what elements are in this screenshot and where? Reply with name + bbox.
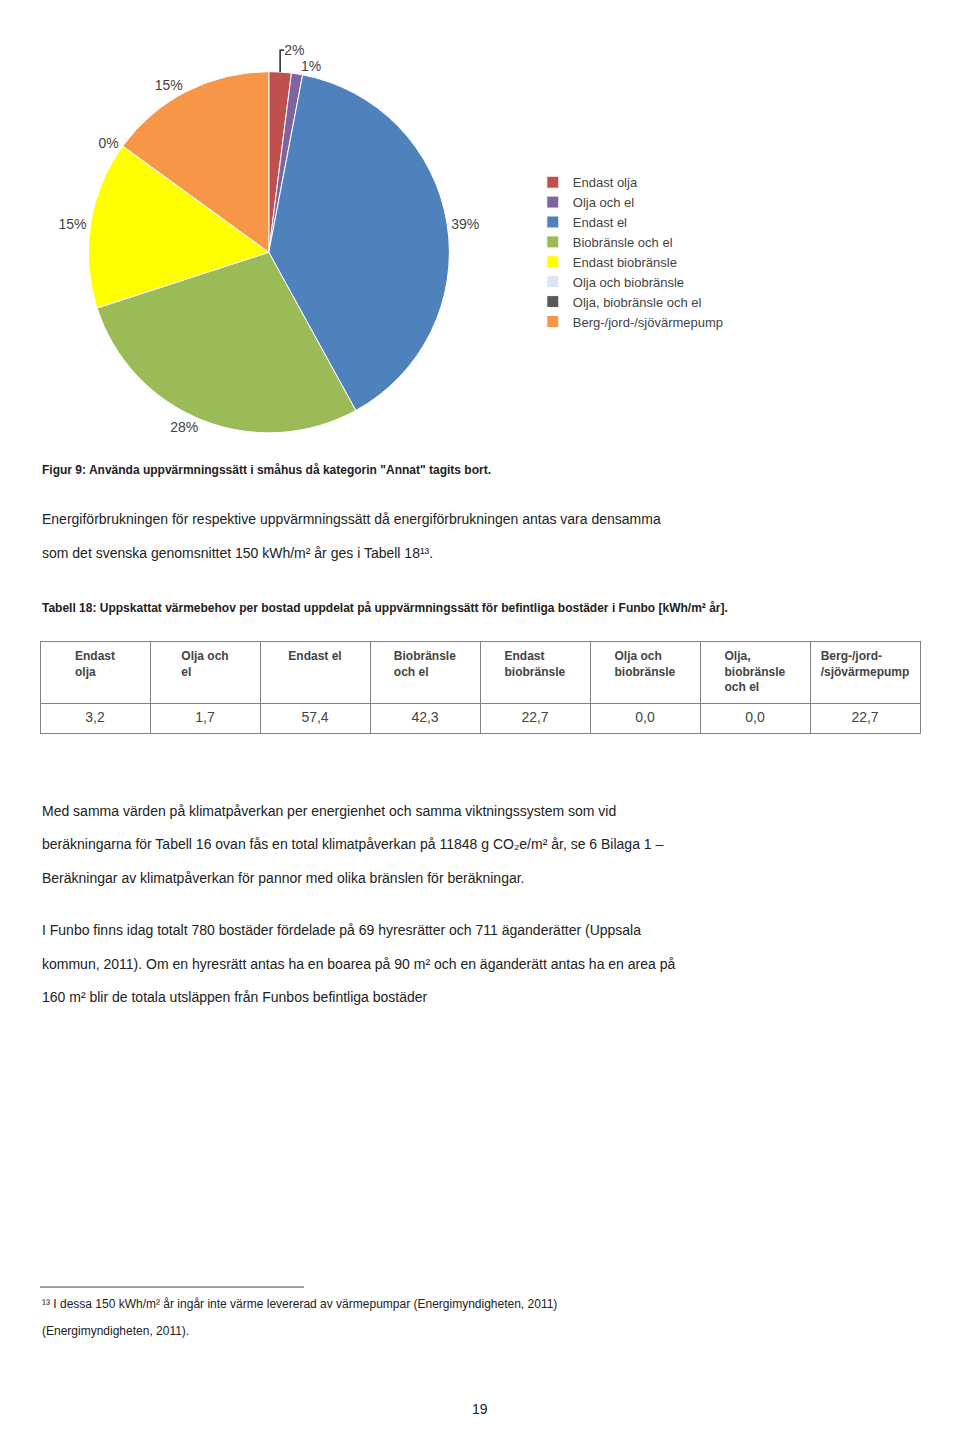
svg-text:som det svenska genomsnittet 1: som det svenska genomsnittet 150 kWh/m² … xyxy=(42,545,433,561)
svg-text:Energiförbrukningen för respek: Energiförbrukningen för respektive uppvä… xyxy=(42,511,661,527)
svg-text:Biobränsleoch el: Biobränsleoch el xyxy=(394,649,456,679)
svg-text:3,2: 3,2 xyxy=(85,709,105,725)
svg-text:Figur 9: Använda uppvärmningss: Figur 9: Använda uppvärmningssätt i småh… xyxy=(42,463,491,477)
svg-text:Beräkningar av klimatpåverkan: Beräkningar av klimatpåverkan för pannor… xyxy=(42,870,525,886)
svg-text:Endast el: Endast el xyxy=(573,215,627,230)
svg-text:1,7: 1,7 xyxy=(195,709,215,725)
svg-text:39%: 39% xyxy=(451,216,479,232)
svg-text:Endast olja: Endast olja xyxy=(573,175,638,190)
svg-text:15%: 15% xyxy=(58,216,86,232)
svg-text:(Energimyndigheten, 2011).: (Energimyndigheten, 2011). xyxy=(42,1324,189,1338)
svg-text:57,4: 57,4 xyxy=(301,709,328,725)
svg-text:Olja,biobränsleoch el: Olja,biobränsleoch el xyxy=(724,649,785,694)
svg-text:Endast el: Endast el xyxy=(288,649,341,663)
svg-text:Olja ochel: Olja ochel xyxy=(181,649,228,679)
svg-text:Endastolja: Endastolja xyxy=(75,649,115,679)
svg-text:Tabell 18: Uppskattat värmebeh: Tabell 18: Uppskattat värmebehov per bos… xyxy=(42,601,728,615)
svg-text:Olja, biobränsle och el: Olja, biobränsle och el xyxy=(573,295,702,310)
svg-text:Endast biobränsle: Endast biobränsle xyxy=(573,255,677,270)
svg-text:Med samma värden på klimatpåve: Med samma värden på klimatpåverkan per e… xyxy=(42,803,616,819)
svg-text:22,7: 22,7 xyxy=(851,709,878,725)
svg-text:Olja och biobränsle: Olja och biobränsle xyxy=(573,275,684,290)
svg-text:0,0: 0,0 xyxy=(635,709,655,725)
svg-text:Berg-/jord-/sjövärmepump: Berg-/jord-/sjövärmepump xyxy=(573,315,723,330)
svg-text:Biobränsle och el: Biobränsle och el xyxy=(573,235,673,250)
svg-text:¹³ I dessa 150 kWh/m² år ingår: ¹³ I dessa 150 kWh/m² år ingår inte värm… xyxy=(42,1297,557,1311)
svg-text:2%: 2% xyxy=(284,42,304,58)
svg-text:Olja ochbiobränsle: Olja ochbiobränsle xyxy=(614,649,675,679)
svg-text:0,0: 0,0 xyxy=(745,709,765,725)
svg-text:19: 19 xyxy=(472,1401,488,1417)
svg-text:kommun, 2011). Om en hyresrätt: kommun, 2011). Om en hyresrätt antas ha … xyxy=(42,956,675,972)
svg-text:42,3: 42,3 xyxy=(411,709,438,725)
svg-text:Olja och el: Olja och el xyxy=(573,195,635,210)
svg-text:15%: 15% xyxy=(155,77,183,93)
svg-text:1%: 1% xyxy=(301,58,321,74)
svg-text:Endastbiobränsle: Endastbiobränsle xyxy=(504,649,565,679)
svg-text:0%: 0% xyxy=(98,135,118,151)
svg-text:I Funbo finns idag totalt 780: I Funbo finns idag totalt 780 bostäder f… xyxy=(42,922,641,938)
svg-text:160 m² blir de totala utsläppe: 160 m² blir de totala utsläppen från Fun… xyxy=(42,989,428,1005)
svg-text:beräkningarna för Tabell 16 ov: beräkningarna för Tabell 16 ovan fås en … xyxy=(42,836,664,852)
svg-text:22,7: 22,7 xyxy=(521,709,548,725)
svg-text:Berg-/jord-/sjövärmepump: Berg-/jord-/sjövärmepump xyxy=(821,649,910,679)
svg-text:28%: 28% xyxy=(170,419,198,435)
